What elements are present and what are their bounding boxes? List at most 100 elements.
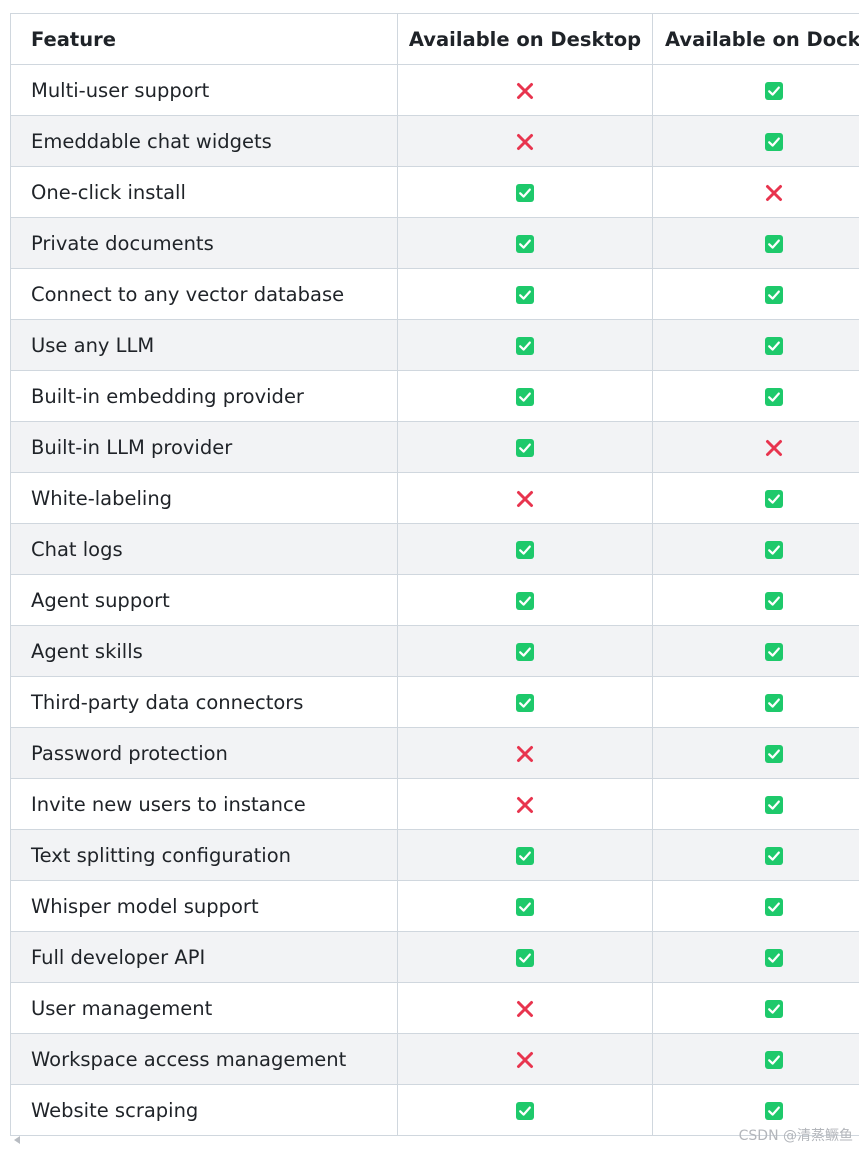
desktop-availability	[397, 1084, 653, 1136]
header-docker: Available on Docker	[652, 13, 859, 65]
check-box-icon	[765, 82, 783, 100]
docker-availability	[652, 472, 859, 524]
docker-availability	[652, 829, 859, 881]
check-box-icon	[765, 490, 783, 508]
check-box-icon	[765, 1051, 783, 1069]
check-box-icon	[765, 388, 783, 406]
check-box-icon	[765, 745, 783, 763]
docker-availability	[652, 931, 859, 983]
table-row: Emeddable chat widgets	[10, 115, 859, 167]
feature-name: Password protection	[10, 727, 398, 779]
check-box-icon	[765, 133, 783, 151]
docker-availability	[652, 727, 859, 779]
desktop-availability	[397, 319, 653, 371]
check-box-icon	[765, 796, 783, 814]
feature-name: Website scraping	[10, 1084, 398, 1136]
check-box-icon	[765, 949, 783, 967]
table-row: Whisper model support	[10, 880, 859, 932]
check-box-icon	[516, 694, 534, 712]
desktop-availability	[397, 64, 653, 116]
table-row: User management	[10, 982, 859, 1034]
feature-name: Whisper model support	[10, 880, 398, 932]
feature-name: White-labeling	[10, 472, 398, 524]
docker-availability	[652, 982, 859, 1034]
desktop-availability	[397, 523, 653, 575]
feature-name: Connect to any vector database	[10, 268, 398, 320]
check-box-icon	[516, 643, 534, 661]
header-desktop: Available on Desktop	[397, 13, 653, 65]
check-box-icon	[765, 1000, 783, 1018]
feature-name: Full developer API	[10, 931, 398, 983]
feature-name: One-click install	[10, 166, 398, 218]
check-box-icon	[516, 1102, 534, 1120]
feature-name: Agent skills	[10, 625, 398, 677]
table-row: Private documents	[10, 217, 859, 269]
check-box-icon	[516, 388, 534, 406]
docker-availability	[652, 676, 859, 728]
feature-name: Private documents	[10, 217, 398, 269]
docker-availability	[652, 1084, 859, 1136]
table-row: Built-in embedding provider	[10, 370, 859, 422]
check-box-icon	[765, 847, 783, 865]
check-box-icon	[765, 1102, 783, 1120]
check-box-icon	[516, 235, 534, 253]
docker-availability	[652, 778, 859, 830]
feature-comparison-table-container: Feature Available on Desktop Available o…	[10, 13, 859, 1136]
table-row: Use any LLM	[10, 319, 859, 371]
feature-name: Chat logs	[10, 523, 398, 575]
feature-name: Text splitting configuration	[10, 829, 398, 881]
table-row: Password protection	[10, 727, 859, 779]
docker-availability	[652, 217, 859, 269]
docker-availability	[652, 166, 859, 218]
docker-availability	[652, 1033, 859, 1085]
table-row: Workspace access management	[10, 1033, 859, 1085]
scroll-left-arrow-icon[interactable]	[14, 1136, 20, 1144]
check-box-icon	[516, 847, 534, 865]
check-box-icon	[516, 541, 534, 559]
feature-name: Agent support	[10, 574, 398, 626]
check-box-icon	[516, 286, 534, 304]
cross-icon	[517, 746, 533, 762]
docker-availability	[652, 115, 859, 167]
cross-icon	[517, 797, 533, 813]
desktop-availability	[397, 931, 653, 983]
desktop-availability	[397, 370, 653, 422]
desktop-availability	[397, 472, 653, 524]
desktop-availability	[397, 115, 653, 167]
table-row: Multi-user support	[10, 64, 859, 116]
desktop-availability	[397, 778, 653, 830]
docker-availability	[652, 880, 859, 932]
desktop-availability	[397, 625, 653, 677]
cross-icon	[766, 440, 782, 456]
check-box-icon	[516, 337, 534, 355]
desktop-availability	[397, 574, 653, 626]
desktop-availability	[397, 982, 653, 1034]
check-box-icon	[765, 898, 783, 916]
feature-name: Use any LLM	[10, 319, 398, 371]
check-box-icon	[765, 541, 783, 559]
check-box-icon	[765, 592, 783, 610]
table-row: Website scraping	[10, 1084, 859, 1136]
desktop-availability	[397, 727, 653, 779]
table-body: Multi-user support Emeddable chat widgets…	[10, 64, 859, 1136]
feature-name: Multi-user support	[10, 64, 398, 116]
feature-name: User management	[10, 982, 398, 1034]
desktop-availability	[397, 421, 653, 473]
table-row: Invite new users to instance	[10, 778, 859, 830]
docker-availability	[652, 268, 859, 320]
docker-availability	[652, 421, 859, 473]
check-box-icon	[516, 439, 534, 457]
cross-icon	[517, 134, 533, 150]
header-feature: Feature	[10, 13, 398, 65]
docker-availability	[652, 625, 859, 677]
feature-name: Emeddable chat widgets	[10, 115, 398, 167]
feature-name: Invite new users to instance	[10, 778, 398, 830]
check-box-icon	[765, 235, 783, 253]
table-row: Agent skills	[10, 625, 859, 677]
cross-icon	[517, 83, 533, 99]
docker-availability	[652, 64, 859, 116]
check-box-icon	[516, 898, 534, 916]
docker-availability	[652, 523, 859, 575]
check-box-icon	[765, 694, 783, 712]
docker-availability	[652, 574, 859, 626]
